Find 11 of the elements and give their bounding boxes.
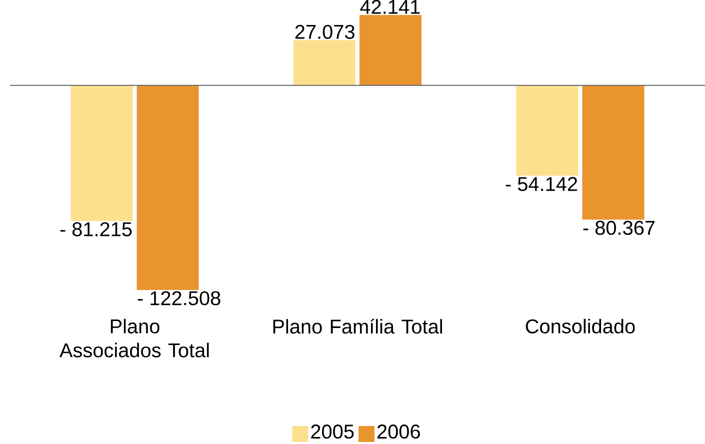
data-label: - 80.367: [583, 220, 655, 235]
data-label: - 122.508: [138, 291, 220, 306]
x-tick-label: Plano Família Total: [273, 318, 442, 334]
x-tick-label: Consolidado: [526, 318, 635, 334]
legend-label: 2006: [378, 424, 420, 439]
data-label: - 81.215: [60, 222, 132, 236]
x-tick-label: Plano Associados Total: [59, 318, 209, 358]
data-label: 42.141: [360, 0, 420, 14]
data-label: 27.073: [295, 24, 354, 39]
legend-label: 2005: [311, 424, 354, 439]
data-label: - 54.142: [506, 177, 578, 192]
